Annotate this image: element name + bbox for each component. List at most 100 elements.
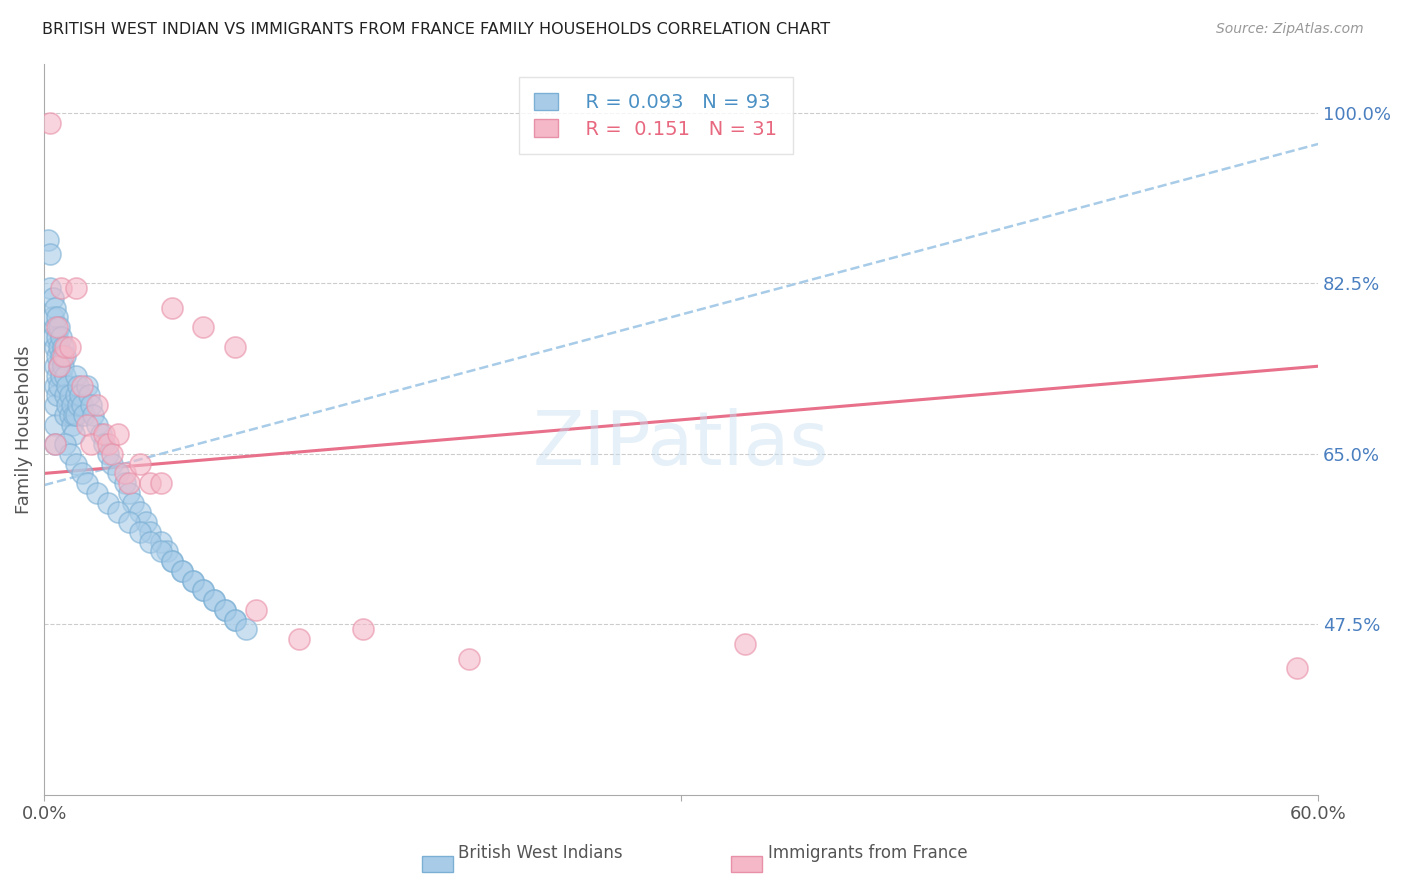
Point	[160, 554, 183, 568]
Text: British West Indians: British West Indians	[458, 844, 623, 862]
Point	[58, 388, 80, 402]
Point	[149, 476, 172, 491]
Point	[193, 583, 215, 598]
Point	[53, 340, 76, 354]
Point	[52, 340, 75, 354]
Point	[86, 417, 108, 432]
Point	[52, 350, 75, 364]
Point	[44, 320, 66, 334]
Text: Immigrants from France: Immigrants from France	[768, 844, 967, 862]
Point	[41, 310, 63, 325]
Point	[734, 637, 756, 651]
Point	[45, 310, 67, 325]
Point	[65, 281, 87, 295]
Point	[45, 368, 67, 383]
Point	[352, 623, 374, 637]
Point	[90, 427, 112, 442]
Point	[53, 388, 76, 402]
Point	[193, 583, 215, 598]
Point	[82, 408, 104, 422]
Point	[53, 368, 76, 383]
Point	[48, 340, 70, 354]
Point	[76, 378, 98, 392]
Point	[52, 359, 75, 374]
Point	[118, 486, 141, 500]
Text: ZIPatlas: ZIPatlas	[533, 408, 830, 481]
Point	[41, 291, 63, 305]
Point	[149, 534, 172, 549]
Point	[76, 476, 98, 491]
Point	[181, 574, 204, 588]
Point	[60, 417, 83, 432]
Point	[93, 427, 115, 442]
Point	[128, 505, 150, 519]
Point	[224, 340, 246, 354]
Point	[58, 447, 80, 461]
Point	[39, 115, 62, 129]
Point	[107, 467, 129, 481]
Point	[77, 388, 100, 402]
Point	[44, 437, 66, 451]
Point	[202, 593, 225, 607]
Point	[135, 515, 157, 529]
Point	[245, 603, 267, 617]
Point	[49, 368, 72, 383]
Point	[58, 408, 80, 422]
Point	[172, 564, 194, 578]
Point	[37, 232, 59, 246]
Point	[214, 603, 236, 617]
Point	[53, 350, 76, 364]
Point	[58, 340, 80, 354]
Y-axis label: Family Households: Family Households	[15, 345, 32, 514]
Point	[101, 457, 124, 471]
Point	[76, 417, 98, 432]
Point	[457, 651, 479, 665]
Point	[80, 398, 103, 412]
Point	[139, 476, 162, 491]
Point	[65, 408, 87, 422]
Point	[73, 408, 96, 422]
Point	[65, 368, 87, 383]
Legend:   R = 0.093   N = 93,   R =  0.151   N = 31: R = 0.093 N = 93, R = 0.151 N = 31	[519, 78, 793, 154]
Point	[39, 247, 62, 261]
Point	[44, 359, 66, 374]
Point	[97, 437, 120, 451]
Point	[97, 496, 120, 510]
Point	[53, 408, 76, 422]
Point	[172, 564, 194, 578]
Point	[72, 398, 94, 412]
Point	[80, 437, 103, 451]
Point	[72, 467, 94, 481]
Point	[48, 359, 70, 374]
Point	[45, 350, 67, 364]
Point	[63, 427, 86, 442]
Point	[67, 378, 90, 392]
Point	[44, 437, 66, 451]
Point	[128, 457, 150, 471]
Point	[86, 486, 108, 500]
Point	[139, 534, 162, 549]
Point	[114, 476, 136, 491]
Point	[44, 340, 66, 354]
Point	[44, 301, 66, 315]
Text: Source: ZipAtlas.com: Source: ZipAtlas.com	[1216, 22, 1364, 37]
Point	[44, 417, 66, 432]
Point	[48, 378, 70, 392]
Text: BRITISH WEST INDIAN VS IMMIGRANTS FROM FRANCE FAMILY HOUSEHOLDS CORRELATION CHAR: BRITISH WEST INDIAN VS IMMIGRANTS FROM F…	[42, 22, 831, 37]
Point	[67, 398, 90, 412]
Point	[41, 330, 63, 344]
Point	[224, 613, 246, 627]
Point	[56, 398, 79, 412]
Point	[107, 505, 129, 519]
Point	[114, 467, 136, 481]
Point	[193, 320, 215, 334]
Point	[45, 388, 67, 402]
Point	[128, 524, 150, 539]
Point	[1285, 661, 1308, 675]
Point	[160, 301, 183, 315]
Point	[60, 398, 83, 412]
Point	[101, 447, 124, 461]
Point	[118, 476, 141, 491]
Point	[181, 574, 204, 588]
Point	[156, 544, 179, 558]
